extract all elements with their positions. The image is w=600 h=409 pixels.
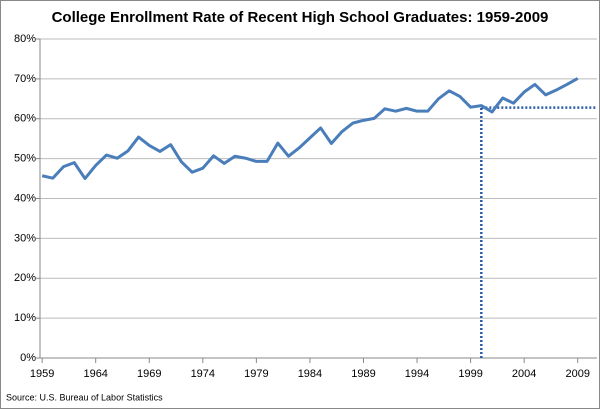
x-tick-label: 2004: [512, 368, 536, 380]
x-tick-label: 1964: [83, 368, 107, 380]
source-note: Source: U.S. Bureau of Labor Statistics: [6, 392, 163, 402]
x-tick-label: 1974: [191, 368, 215, 380]
x-tick-label: 1984: [298, 368, 322, 380]
x-tick-label: 2009: [565, 368, 589, 380]
y-tick-label: 60%: [14, 113, 36, 125]
x-tick-label: 1959: [30, 368, 54, 380]
y-tick-label: 70%: [14, 73, 36, 85]
data-line: [41, 77, 579, 181]
y-tick-label: 80%: [14, 33, 36, 45]
x-tick-label: 1969: [137, 368, 161, 380]
x-tick-label: 1999: [458, 368, 482, 380]
y-tick-label: 10%: [14, 312, 36, 324]
chart-title: College Enrollment Rate of Recent High S…: [52, 9, 549, 26]
y-tick-label: 20%: [14, 272, 36, 284]
x-tick-label: 1994: [405, 368, 429, 380]
y-tick-label: 40%: [14, 192, 36, 204]
y-tick-label: 0%: [20, 352, 36, 364]
x-tick-label: 1989: [351, 368, 375, 380]
y-tick-label: 30%: [14, 232, 36, 244]
y-tick-label: 50%: [14, 153, 36, 165]
x-tick-label: 1979: [244, 368, 268, 380]
